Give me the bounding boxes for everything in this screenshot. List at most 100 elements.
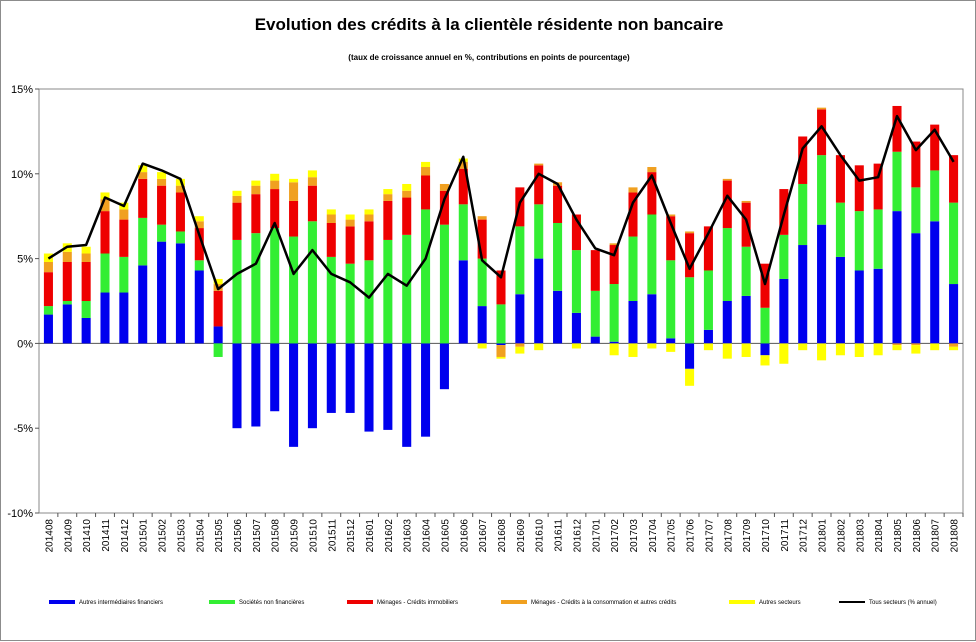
bar-segment	[383, 343, 393, 430]
bar-segment	[157, 224, 167, 242]
bar-segment	[496, 345, 506, 357]
bar-segment	[590, 336, 600, 344]
bar-segment	[854, 343, 864, 357]
bar-segment	[194, 260, 204, 271]
bar-segment	[628, 301, 638, 344]
bar-segment	[458, 204, 468, 261]
x-tick-label: 201702	[610, 519, 621, 553]
bar-segment	[949, 346, 959, 351]
bar-segment	[458, 168, 468, 205]
bar-segment	[232, 202, 242, 240]
bar-segment	[157, 172, 167, 179]
x-tick-label: 201511	[327, 519, 338, 552]
chart-subtitle: (taux de croissance annuel en %, contrib…	[348, 53, 630, 62]
x-tick-label: 201709	[742, 519, 753, 553]
y-tick-label: 0%	[17, 338, 33, 350]
x-tick-label: 201501	[139, 519, 150, 553]
bar-segment	[421, 175, 431, 210]
bar-segment	[515, 226, 525, 295]
bar-segment	[609, 243, 619, 246]
bar-segment	[251, 233, 261, 344]
bar-segment	[930, 343, 940, 351]
bar-segment	[307, 185, 317, 222]
bar-segment	[345, 214, 355, 220]
x-tick-label: 201503	[176, 519, 187, 553]
bar-segment	[307, 177, 317, 186]
bar-segment	[779, 234, 789, 279]
bar-segment	[949, 284, 959, 344]
bar-segment	[194, 228, 204, 261]
bar-segment	[477, 306, 487, 344]
bar-segment	[722, 228, 732, 301]
bar-segment	[364, 209, 374, 215]
bar-segment	[571, 250, 581, 313]
bar-segment	[157, 185, 167, 225]
bar-segment	[741, 246, 751, 296]
bar-segment	[232, 195, 242, 203]
legend-label: Tous secteurs (% annuel)	[869, 600, 937, 606]
bar-segment	[722, 343, 732, 359]
bar-segment	[364, 343, 374, 432]
bar-segment	[232, 239, 242, 344]
bar-segment	[571, 343, 581, 349]
bar-segment	[930, 221, 940, 344]
x-tick-label: 201701	[591, 519, 602, 553]
bar-segment	[119, 209, 129, 220]
bar-segment	[685, 343, 695, 369]
legend-swatch	[729, 600, 755, 604]
bar-segment	[892, 105, 902, 152]
x-tick-label: 201607	[478, 519, 489, 553]
x-tick-label: 201802	[836, 519, 847, 553]
bar-segment	[43, 272, 53, 307]
bar-segment	[609, 341, 619, 344]
plot-area	[38, 88, 964, 514]
bar-segment	[835, 155, 845, 203]
x-tick-label: 201509	[290, 519, 301, 553]
x-tick-label: 201504	[195, 519, 206, 553]
bar-segment	[666, 214, 676, 217]
bar-segment	[326, 214, 336, 223]
bar-segment	[194, 270, 204, 344]
bar-segment	[515, 346, 525, 354]
bar-segment	[439, 224, 449, 344]
bar-segment	[873, 343, 883, 356]
bar-segment	[685, 231, 695, 234]
bar-segment	[175, 231, 185, 244]
x-tick-label: 201409	[63, 519, 74, 553]
bar-segment	[458, 260, 468, 344]
bar-segment	[307, 221, 317, 344]
legend-label: Autres intermédiaires financiers	[79, 600, 163, 606]
bar-segment	[213, 290, 223, 327]
bar-segment	[666, 338, 676, 344]
bar-segment	[571, 214, 581, 251]
bar-segment	[43, 261, 53, 273]
bar-segment	[911, 187, 921, 234]
bar-segment	[307, 170, 317, 178]
bar-segment	[270, 189, 280, 229]
bar-segment	[119, 219, 129, 257]
y-tick-label: -10%	[7, 508, 33, 520]
bar-segment	[911, 345, 921, 354]
bar-segment	[364, 214, 374, 222]
x-tick-label: 201806	[912, 519, 923, 553]
bar-segment	[251, 194, 261, 234]
bar-segment	[722, 180, 732, 229]
bar-segment	[930, 170, 940, 222]
bar-segment	[213, 278, 223, 285]
bar-segment	[307, 343, 317, 429]
x-tick-label: 201608	[497, 519, 508, 553]
bar-segment	[289, 236, 299, 344]
bar-segment	[402, 197, 412, 235]
bar-segment	[326, 256, 336, 344]
bar-segment	[383, 239, 393, 344]
x-tick-label: 201605	[440, 519, 451, 553]
bar-segment	[892, 343, 902, 346]
bar-segment	[439, 190, 449, 225]
bar-segment	[911, 343, 921, 346]
x-tick-label: 201707	[704, 519, 715, 553]
bar-segment	[496, 356, 506, 359]
bar-segment	[421, 343, 431, 437]
bar-segment	[609, 245, 619, 285]
bar-segment	[213, 343, 223, 357]
